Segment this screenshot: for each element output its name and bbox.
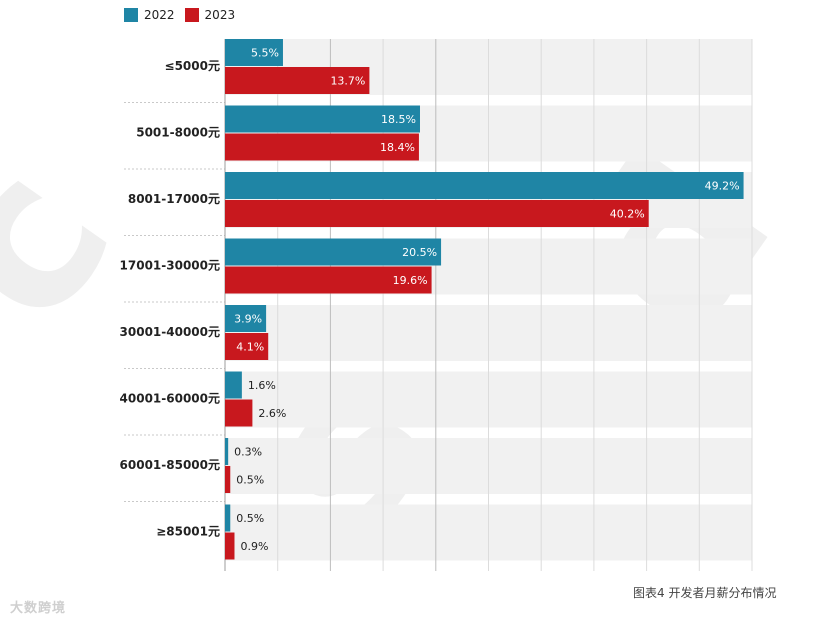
watermark-logo: 大数跨境 — [10, 601, 67, 616]
category-label: 60001-85000元 — [120, 458, 220, 472]
data-label-2022: 20.5% — [402, 246, 437, 259]
bar-2022 — [225, 438, 229, 465]
bar-2023 — [225, 133, 419, 161]
data-label-2022: 18.5% — [381, 113, 416, 126]
data-label-2022: 3.9% — [234, 313, 262, 326]
legend-label-2022: 2022 — [144, 8, 175, 22]
bar-2023 — [225, 266, 432, 294]
legend-item-2022: 2022 — [124, 8, 175, 22]
category-label: 17001-30000元 — [120, 259, 220, 273]
category-label: ≥85001元 — [156, 525, 220, 539]
data-label-2023: 18.4% — [380, 141, 415, 154]
bar-2022 — [225, 172, 744, 199]
bar-2023 — [225, 67, 370, 94]
bar-2023 — [225, 200, 649, 227]
legend-item-2023: 2023 — [184, 8, 236, 22]
category-label: 5001-8000元 — [136, 126, 220, 140]
bar-2022 — [225, 504, 231, 532]
data-label-2023: 40.2% — [610, 208, 645, 221]
legend-swatch-2022 — [124, 8, 138, 22]
data-label-2022: 49.2% — [705, 180, 740, 193]
data-label-2023: 19.6% — [393, 274, 428, 287]
bar-2022 — [225, 371, 242, 399]
category-label: 30001-40000元 — [120, 325, 220, 339]
bar-2023 — [225, 399, 253, 427]
legend-label-2023: 2023 — [204, 8, 236, 22]
data-label-2022: 5.5% — [251, 47, 279, 60]
bar-2023 — [225, 466, 231, 493]
data-label-2023: 2.6% — [258, 407, 286, 420]
category-label: 40001-60000元 — [120, 392, 220, 406]
bar-2022 — [225, 238, 442, 266]
data-label-2023: 0.9% — [240, 540, 268, 553]
bar-2022 — [225, 39, 283, 66]
data-label-2022: 1.6% — [248, 379, 276, 392]
bar-2023 — [225, 532, 235, 560]
bar-2022 — [225, 305, 267, 332]
legend-swatch-2023 — [184, 8, 199, 22]
chart-caption: 图表4 开发者月薪分布情况 — [633, 586, 777, 600]
category-label: ≤5000元 — [165, 59, 220, 73]
bar-2022 — [225, 105, 420, 133]
legend: 2022 2023 — [124, 8, 235, 22]
data-label-2023: 0.5% — [236, 474, 264, 487]
data-label-2023: 4.1% — [236, 341, 264, 354]
bar-2023 — [225, 333, 269, 360]
data-label-2023: 13.7% — [330, 75, 365, 88]
data-label-2022: 0.5% — [236, 512, 264, 525]
data-label-2022: 0.3% — [234, 446, 262, 459]
category-label: 8001-17000元 — [128, 192, 220, 206]
